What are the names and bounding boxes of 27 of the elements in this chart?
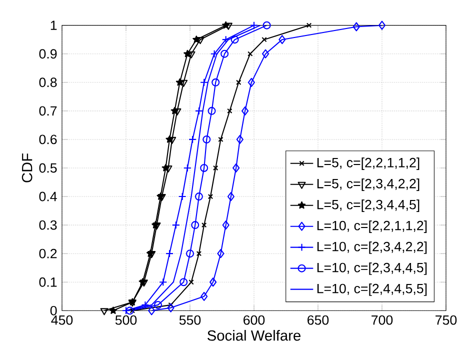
legend-label: L=5, c=[2,2,1,1,2] — [317, 158, 420, 170]
legend-label: L=5, c=[2,3,4,4,5] — [317, 200, 420, 212]
y-tick-label: 0.7 — [39, 106, 57, 116]
x-axis-title: Social Welfare — [208, 330, 300, 341]
y-tick-label: 0.3 — [39, 220, 57, 230]
y-axis-title: CDF — [22, 154, 32, 182]
legend-label: L=10, c=[2,3,4,2,2] — [317, 242, 427, 254]
legend-label: L=10, c=[2,2,1,1,2] — [317, 220, 427, 233]
y-tick-label: 0 — [50, 306, 57, 316]
x-tick-label: 650 — [308, 315, 329, 325]
y-tick-label: 0.8 — [39, 78, 57, 88]
y-tick-label: 1 — [50, 20, 57, 30]
y-tick-label: 0.1 — [39, 277, 57, 287]
y-tick-label: 0.6 — [39, 134, 57, 144]
legend-label: L=10, c=[2,3,4,4,5] — [317, 262, 427, 275]
y-tick-label: 0.9 — [39, 49, 57, 59]
x-tick-label: 700 — [372, 315, 393, 325]
x-tick-label: 750 — [436, 315, 457, 325]
x-tick-label: 550 — [179, 315, 201, 325]
y-tick-label: 0.5 — [39, 163, 57, 173]
x-tick-label: 450 — [51, 315, 73, 325]
x-tick-label: 500 — [115, 315, 137, 325]
y-tick-label: 0.4 — [39, 192, 57, 202]
legend-label: L=10, c=[2,4,4,5,5] — [317, 284, 427, 296]
x-tick-label: 600 — [244, 315, 265, 325]
legend-label: L=5, c=[2,3,4,2,2] — [317, 178, 420, 191]
y-tick-label: 0.2 — [39, 248, 57, 258]
